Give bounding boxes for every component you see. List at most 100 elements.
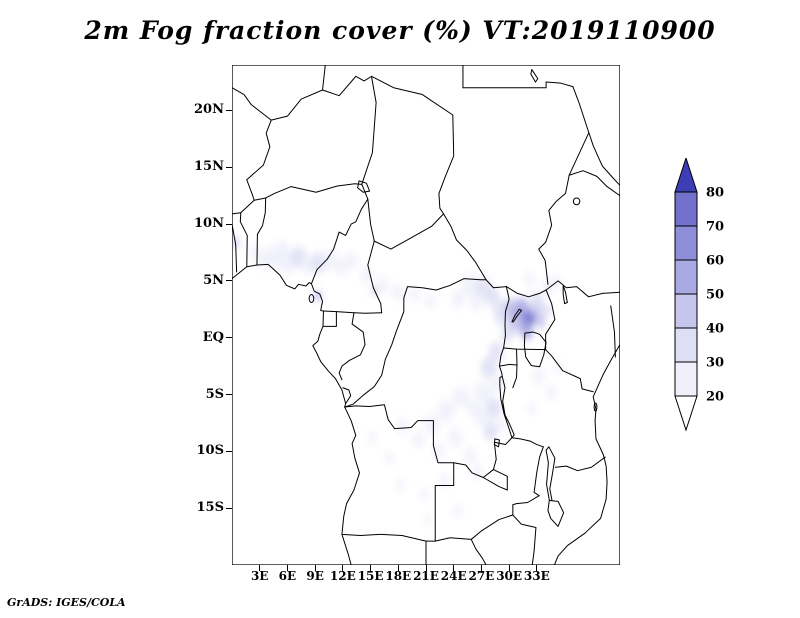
lake-turkana-outline — [563, 285, 567, 303]
lat-tick-label: 10S — [196, 443, 224, 459]
border-path — [506, 281, 620, 297]
fog-patch — [333, 257, 349, 276]
border-path — [311, 199, 367, 284]
lon-tick-mark — [286, 565, 288, 571]
zanzibar-island — [594, 403, 597, 411]
lat-tick-mark — [226, 166, 232, 168]
colorbar-label: 70 — [706, 220, 724, 235]
fog-patch — [497, 417, 509, 431]
border-path — [546, 133, 589, 242]
fog-patch — [412, 432, 426, 448]
fog-shading-layer — [232, 238, 564, 525]
map-plot — [232, 65, 620, 565]
border-path — [539, 242, 548, 284]
lat-tick-label: EQ — [202, 329, 224, 345]
colorbar-label: 40 — [706, 322, 724, 337]
fog-patch — [384, 452, 394, 464]
fog-patch — [483, 421, 499, 440]
lat-tick-label: 15S — [196, 500, 224, 516]
lon-tick-label: 6E — [278, 569, 297, 583]
border-path — [548, 500, 564, 526]
lat-tick-label: 15N — [194, 159, 224, 175]
border-path — [240, 213, 247, 267]
colorbar-label: 80 — [706, 186, 724, 201]
fog-patch — [530, 292, 544, 309]
fog-patch — [474, 380, 493, 404]
lat-tick-label: 10N — [194, 216, 224, 232]
colorbar-label: 60 — [706, 254, 724, 269]
lon-tick-mark — [536, 565, 538, 571]
fog-patch — [554, 361, 564, 373]
colorbar-segment — [674, 327, 698, 363]
lake-nasser-outline — [531, 70, 538, 83]
fog-patch — [485, 397, 502, 419]
fog-patch — [376, 277, 390, 294]
colorbar-top-arrow — [674, 156, 698, 193]
border-path — [471, 539, 486, 565]
lon-tick-mark — [259, 565, 261, 571]
border-path — [343, 388, 351, 404]
fog-patch — [520, 324, 534, 340]
lat-tick-mark — [226, 337, 232, 339]
fog-patch — [552, 275, 562, 287]
colorbar: 80 70 60 50 40 30 20 — [674, 156, 744, 458]
border-path — [362, 184, 374, 241]
bioko-island — [309, 295, 314, 303]
lon-tick-label: 12E — [329, 569, 356, 583]
fog-patch — [500, 326, 514, 343]
colorbar-label: 30 — [706, 356, 724, 371]
border-path — [345, 279, 507, 407]
lon-tick-label: 30E — [496, 569, 523, 583]
border-path — [546, 350, 594, 392]
plot-title: 2m Fog fraction cover (%) VT:2019110900 — [84, 16, 716, 45]
fog-patch — [488, 342, 504, 361]
border-path — [463, 82, 573, 88]
border-path — [345, 405, 454, 565]
fog-patch — [450, 290, 466, 309]
fog-patch — [535, 315, 547, 329]
colorbar-segment — [674, 259, 698, 295]
lon-tick-mark — [480, 565, 482, 571]
fog-patch — [437, 399, 456, 422]
lat-tick-label: 20N — [194, 102, 224, 118]
colorbar-segment — [674, 225, 698, 261]
lon-tick-label: 24E — [440, 569, 467, 583]
border-path — [271, 90, 322, 120]
lat-tick-label: 5N — [203, 272, 224, 288]
border-path — [336, 312, 381, 314]
border-path — [323, 76, 372, 95]
colorbar-svg: 80 70 60 50 40 30 20 — [674, 156, 724, 432]
fog-patch — [419, 488, 429, 501]
fog-patch — [424, 515, 432, 525]
fog-patch — [485, 287, 500, 306]
fog-patch — [438, 474, 451, 488]
lat-tick-mark — [226, 223, 232, 225]
fog-patch — [466, 399, 482, 418]
lat-tick-mark — [226, 394, 232, 396]
fog-patch — [480, 357, 498, 378]
lon-tick-mark — [314, 565, 316, 571]
fog-patch — [322, 250, 338, 269]
lon-tick-label: 3E — [250, 569, 269, 583]
border-path — [323, 65, 326, 90]
border-path — [362, 76, 376, 184]
fog-patch — [423, 413, 440, 435]
lon-tick-label: 33E — [523, 569, 550, 583]
colorbar-segment — [674, 293, 698, 329]
lon-tick-label: 18E — [385, 569, 412, 583]
colorbar-bottom-arrow — [674, 395, 698, 432]
lat-tick-mark — [226, 280, 232, 282]
lake-chad-outline — [358, 181, 370, 192]
colorbar-segment — [674, 361, 698, 397]
lat-tick-mark — [226, 109, 232, 111]
lake-mweru-outline — [494, 439, 499, 447]
colorbar-label: 20 — [706, 390, 724, 405]
lon-tick-mark — [453, 565, 455, 571]
lon-tick-label: 21E — [413, 569, 439, 583]
border-path — [342, 534, 426, 541]
fog-patch — [463, 447, 477, 464]
fog-patch — [249, 245, 261, 260]
border-path — [555, 457, 605, 471]
fog-patch — [395, 479, 405, 492]
